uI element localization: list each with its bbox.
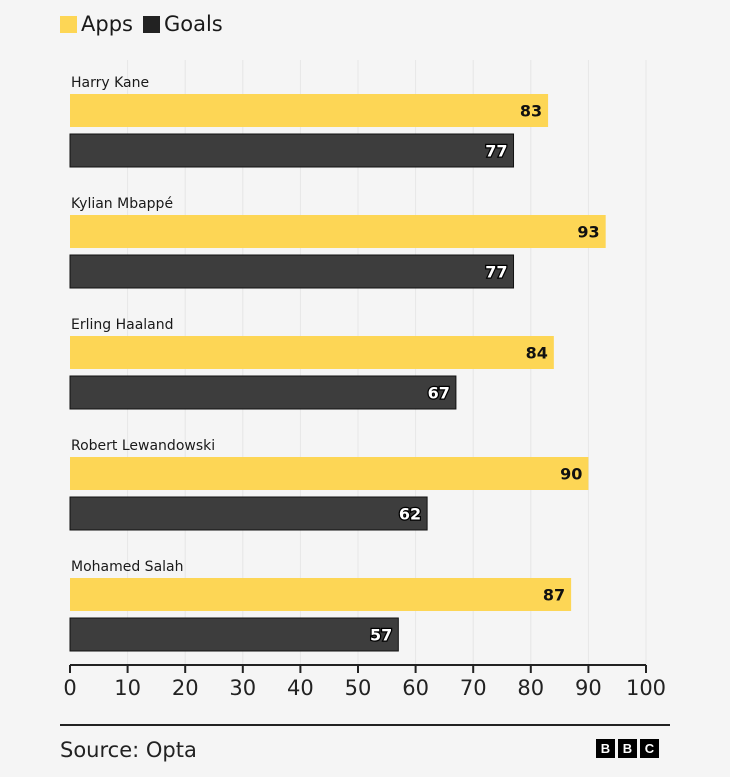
apps-bar bbox=[70, 336, 554, 369]
x-tick-label: 30 bbox=[229, 676, 256, 700]
category-label: Mohamed Salah bbox=[71, 559, 184, 575]
x-tick-label: 60 bbox=[402, 676, 429, 700]
goals-bar bbox=[69, 133, 515, 168]
x-tick-label: 90 bbox=[575, 676, 602, 700]
apps-data-label: 84 bbox=[526, 344, 548, 363]
legend: Apps Goals bbox=[60, 12, 233, 36]
x-tick-label: 20 bbox=[172, 676, 199, 700]
category-label: Erling Haaland bbox=[71, 317, 174, 333]
x-tick-label: 40 bbox=[287, 676, 314, 700]
legend-swatch-apps bbox=[60, 15, 77, 33]
legend-label-apps: Apps bbox=[81, 12, 133, 36]
goals-data-label: 67 bbox=[428, 384, 450, 403]
x-tick-label: 100 bbox=[626, 676, 666, 700]
bbc-logo-letter: B bbox=[618, 739, 637, 758]
x-tick-label: 0 bbox=[63, 676, 76, 700]
goals-bar bbox=[69, 254, 515, 289]
bar-chart: Harry Kane 83 77 Kylian Mbappé 93 77 Erling Ha… bbox=[63, 60, 666, 700]
goals-data-label: 62 bbox=[399, 505, 421, 524]
apps-data-label: 93 bbox=[577, 223, 599, 242]
x-tick-label: 80 bbox=[517, 676, 544, 700]
x-tick-label: 10 bbox=[114, 676, 141, 700]
legend-label-goals: Goals bbox=[163, 12, 223, 36]
legend-item-apps: Apps bbox=[60, 12, 133, 36]
legend-swatch-goals bbox=[142, 15, 160, 33]
x-tick-label: 70 bbox=[460, 676, 487, 700]
apps-bar bbox=[70, 457, 589, 490]
apps-bar bbox=[70, 215, 606, 248]
bbc-logo-letter: C bbox=[640, 739, 659, 758]
apps-bar bbox=[70, 578, 572, 611]
apps-data-label: 87 bbox=[543, 586, 565, 605]
bbc-logo: B B C bbox=[596, 739, 659, 758]
goals-data-label: 77 bbox=[485, 142, 507, 161]
apps-bar bbox=[70, 94, 549, 127]
goals-data-label: 77 bbox=[485, 263, 507, 282]
apps-data-label: 90 bbox=[560, 465, 582, 484]
bbc-logo-letter: B bbox=[596, 739, 615, 758]
goals-bar bbox=[69, 496, 428, 531]
category-label: Kylian Mbappé bbox=[71, 196, 173, 212]
source-note: Source: Opta bbox=[60, 738, 197, 762]
category-label: Robert Lewandowski bbox=[71, 438, 215, 454]
apps-data-label: 83 bbox=[520, 102, 542, 121]
legend-item-goals: Goals bbox=[142, 12, 223, 36]
footer-divider bbox=[60, 724, 670, 726]
category-label: Harry Kane bbox=[71, 75, 149, 91]
goals-bar bbox=[69, 617, 399, 652]
goals-bar bbox=[69, 375, 457, 410]
goals-data-label: 57 bbox=[370, 626, 392, 645]
x-tick-label: 50 bbox=[345, 676, 372, 700]
